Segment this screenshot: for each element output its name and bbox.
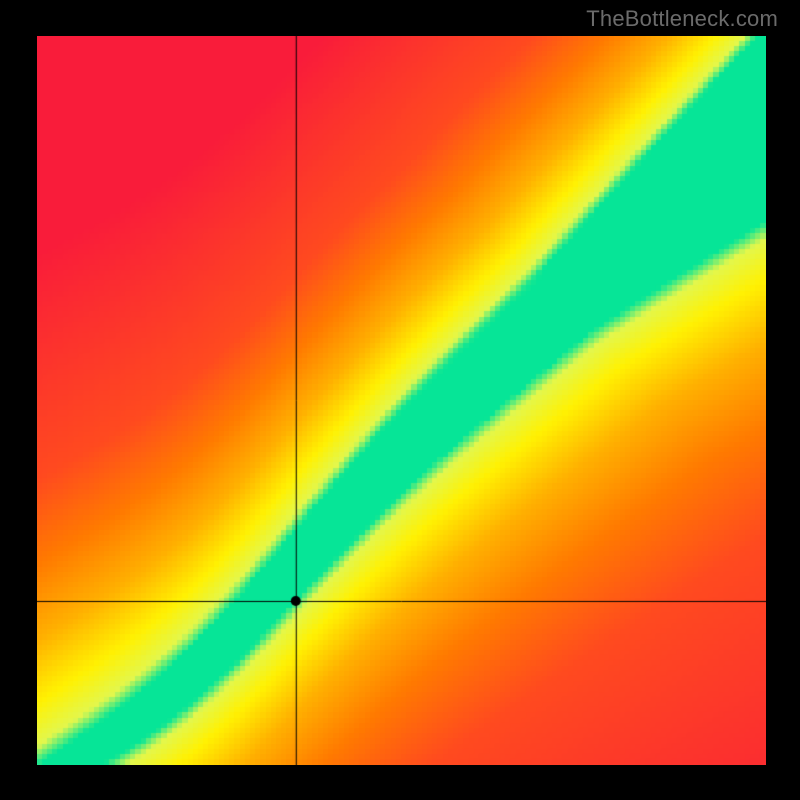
bottleneck-heatmap (37, 36, 766, 765)
watermark-text: TheBottleneck.com (586, 6, 778, 32)
